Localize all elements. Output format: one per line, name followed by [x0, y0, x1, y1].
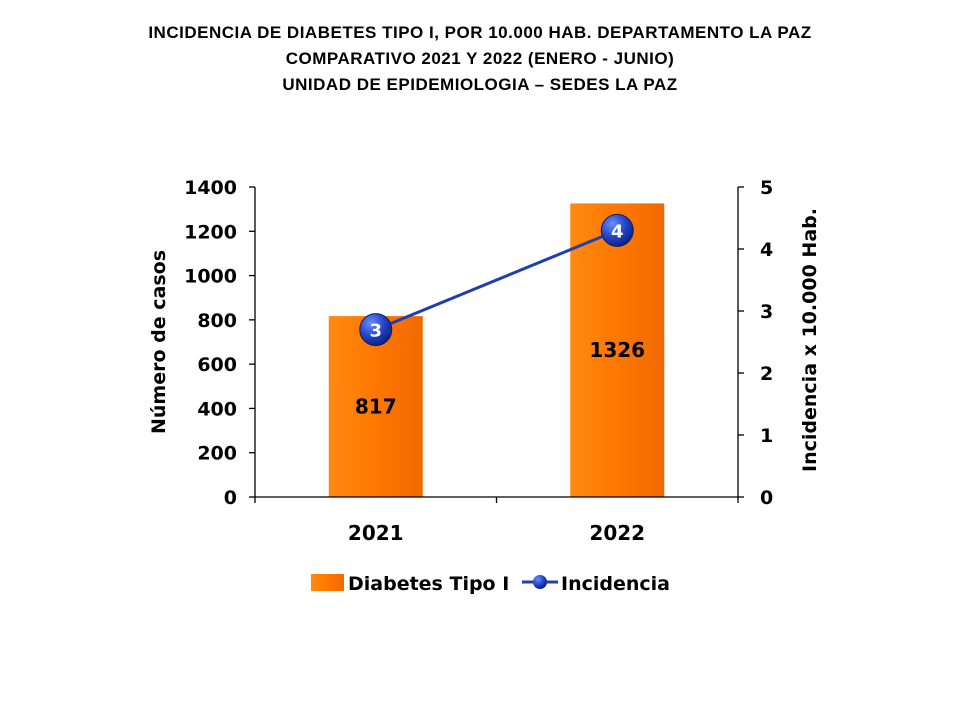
chart-title: INCIDENCIA DE DIABETES TIPO I, POR 10.00… — [0, 20, 960, 98]
bar-2022 — [570, 203, 665, 497]
incidencia-line — [375, 229, 618, 331]
bar-data-label: 1326 — [589, 338, 645, 362]
y-tick-label: 1200 — [184, 221, 237, 243]
title-line-3: UNIDAD DE EPIDEMIOLOGIA – SEDES LA PAZ — [282, 75, 678, 94]
incidencia-data-label: 4 — [611, 221, 624, 242]
x-tick-label: 2022 — [589, 521, 645, 545]
x-tick-label: 2021 — [348, 521, 404, 545]
y-tick-label: 200 — [197, 443, 237, 465]
y-tick-label: 0 — [224, 487, 237, 509]
incidencia-marker — [600, 213, 634, 247]
bar-data-label: 817 — [355, 395, 397, 419]
y-axis-title: Número de casos — [148, 250, 170, 434]
legend-label-line: Incidencia — [561, 573, 670, 595]
legend: Diabetes Tipo I Incidencia — [311, 573, 670, 595]
y2-tick-label: 0 — [760, 487, 773, 509]
y2-tick-label: 3 — [760, 301, 773, 323]
y2-tick-label: 5 — [760, 177, 773, 199]
legend-swatch-marker — [533, 575, 547, 589]
title-line-2: COMPARATIVO 2021 Y 2022 (ENERO - JUNIO) — [285, 49, 675, 68]
labels-group: 817 1326 — [355, 338, 645, 418]
y2-tick-label: 4 — [760, 239, 773, 261]
incidencia-marker — [359, 313, 393, 347]
incidencia-data-label: 3 — [369, 321, 382, 342]
legend-swatch-bar — [311, 574, 344, 591]
line-group: 34 — [359, 213, 634, 347]
bars-group — [328, 203, 665, 497]
y2-tick-label: 2 — [760, 363, 773, 385]
y-tick-label: 600 — [197, 354, 237, 376]
y-tick-label: 400 — [197, 398, 237, 420]
y2-axis-title: Incidencia x 10.000 Hab. — [799, 208, 821, 472]
bar-2021 — [328, 316, 423, 497]
title-line-1: INCIDENCIA DE DIABETES TIPO I, POR 10.00… — [148, 23, 812, 42]
y-tick-label: 1000 — [184, 266, 237, 288]
y-tick-label: 1400 — [184, 177, 237, 199]
legend-label-bar: Diabetes Tipo I — [348, 573, 509, 595]
y-tick-label: 800 — [197, 310, 237, 332]
y2-tick-label: 1 — [760, 425, 773, 447]
